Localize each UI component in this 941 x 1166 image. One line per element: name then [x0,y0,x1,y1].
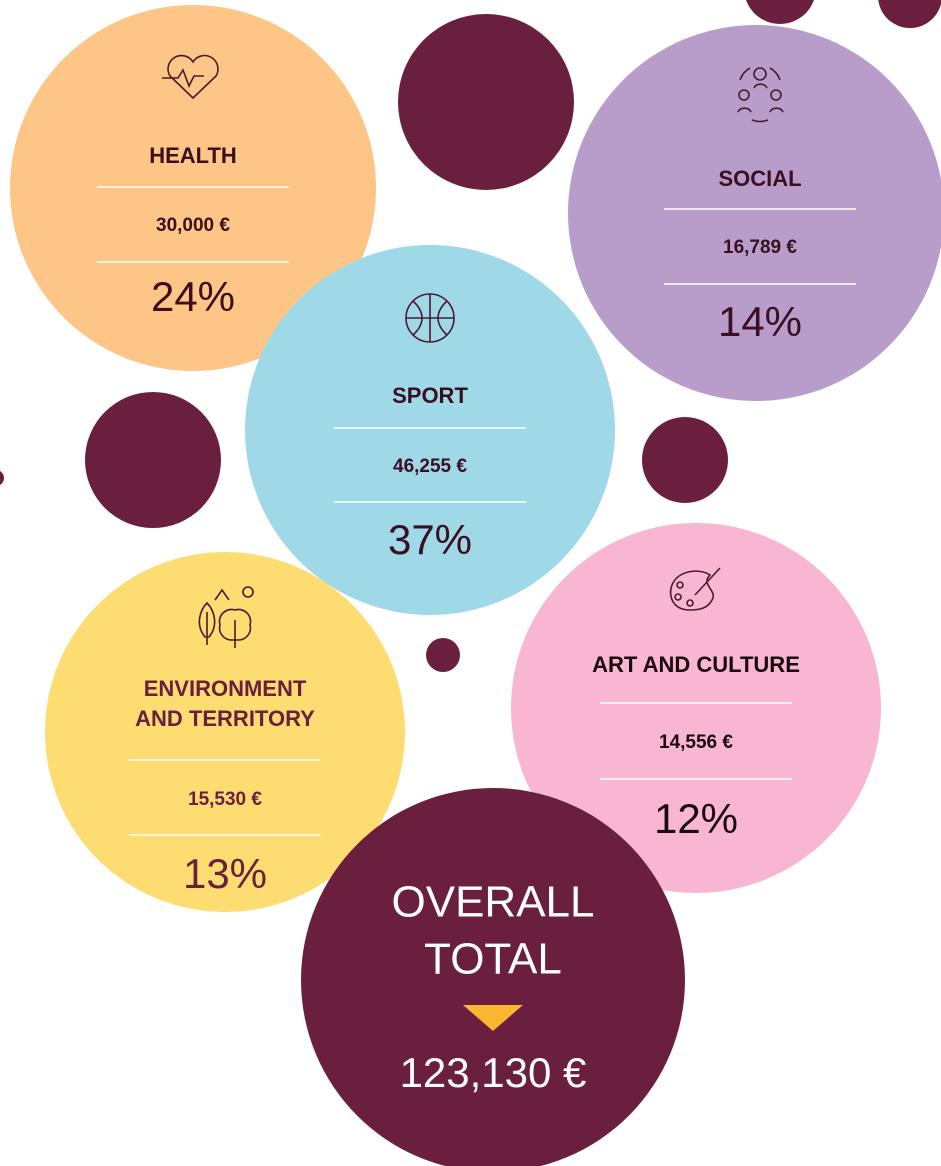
total-amount: 123,130 € [400,1049,587,1096]
bubble [511,523,881,893]
total-bubble [301,788,685,1166]
arrow [463,1005,523,1031]
icon [405,293,455,343]
share: 12% [654,795,738,842]
decor-circle [85,392,221,528]
share: 14% [718,298,802,345]
decor-circle [398,14,574,190]
bubble [10,5,376,371]
category-name: SOCIAL [718,166,801,191]
share: 24% [151,273,235,320]
amount: 15,530 € [188,789,262,810]
share: 13% [183,850,267,897]
total-label: TOTAL [424,935,562,984]
decor-circle [746,0,814,24]
icon [162,54,219,100]
amount: 46,255 € [393,456,467,477]
category-name: ART AND CULTURE [592,652,800,677]
decor-circle [426,638,460,672]
decor-circle [642,417,728,503]
share: 37% [388,516,472,563]
decor-circle [878,0,941,28]
icon [198,586,254,648]
icon [737,67,784,123]
category-name: HEALTH [149,143,237,168]
amount: 16,789 € [723,237,797,258]
amount: 14,556 € [659,732,733,753]
category-name: ENVIRONMENT [144,676,307,701]
category-name: AND TERRITORY [135,706,315,731]
decor-circle [0,471,4,485]
bubble [245,245,615,615]
bubble [568,25,941,401]
amount: 30,000 € [156,215,230,236]
bubble [45,552,405,912]
icon [669,567,721,611]
total-label: OVERALL [392,878,595,927]
category-name: SPORT [392,383,468,408]
